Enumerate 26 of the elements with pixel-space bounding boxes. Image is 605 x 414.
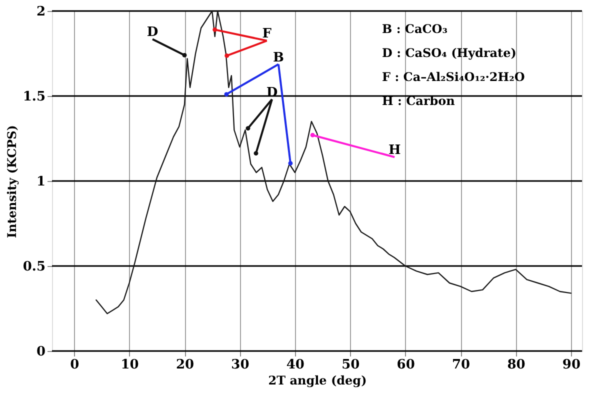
annotation: B bbox=[272, 50, 284, 66]
annotation: H : Carbon bbox=[382, 94, 456, 108]
x-tick-label: 40 bbox=[286, 358, 304, 372]
annotation: F : Ca–Al₂Si₄O₁₂·2H₂O bbox=[382, 70, 525, 84]
x-tick-label: 70 bbox=[452, 358, 470, 372]
x-tick-label: 60 bbox=[396, 358, 415, 372]
annotation: D bbox=[146, 25, 158, 40]
annotation: B : CaCO₃ bbox=[382, 22, 448, 36]
y-axis-title: Intensity (KCPS) bbox=[4, 125, 19, 238]
y-tick-label: 0.5 bbox=[22, 260, 46, 274]
x-tick-label: 30 bbox=[231, 358, 250, 372]
y-tick-label: 2 bbox=[36, 4, 46, 20]
y-tick-label: 0 bbox=[36, 344, 46, 360]
x-axis-title: 2T angle (deg) bbox=[268, 374, 367, 388]
annotation: D : CaSO₄ (Hydrate) bbox=[382, 46, 516, 60]
annotation: F bbox=[262, 26, 272, 42]
y-tick-label: 1 bbox=[36, 174, 46, 190]
x-tick-label: 90 bbox=[562, 358, 581, 372]
x-tick-label: 20 bbox=[176, 358, 194, 372]
x-tick-label: 0 bbox=[70, 358, 80, 372]
x-tick-label: 50 bbox=[342, 358, 360, 372]
annotation: H bbox=[388, 143, 401, 158]
line-series bbox=[96, 11, 572, 314]
y-tick-label: 1.5 bbox=[22, 90, 46, 104]
x-tick-label: 80 bbox=[507, 358, 526, 372]
x-tick-label: 10 bbox=[120, 358, 139, 372]
